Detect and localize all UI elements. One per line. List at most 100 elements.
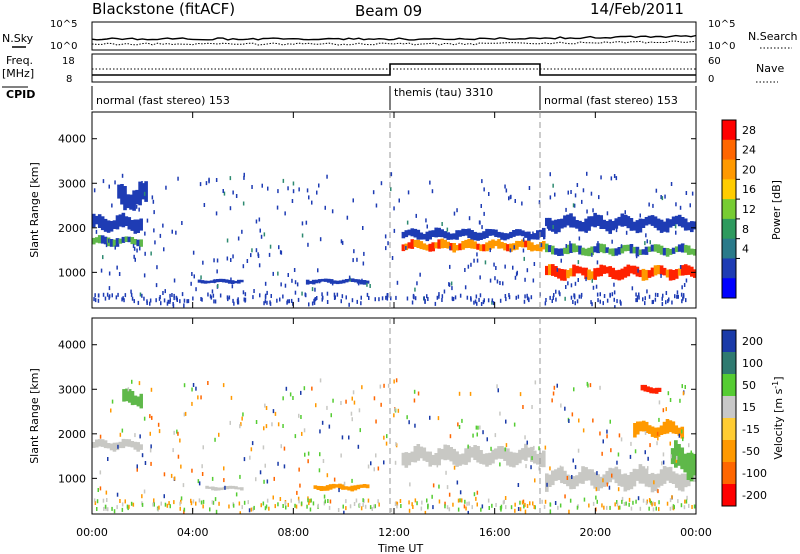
- data-band-cell: [92, 442, 96, 448]
- data-band-cell: [234, 486, 238, 490]
- scatter-pixel: [479, 425, 481, 430]
- data-band-cell: [629, 472, 634, 490]
- data-band-cell: [470, 230, 474, 240]
- ground-pixel: [209, 507, 211, 512]
- scatter-pixel: [348, 435, 350, 440]
- ground-pixel: [356, 299, 358, 304]
- scatter-pixel: [599, 385, 601, 390]
- data-band-cell: [605, 221, 610, 232]
- data-band-cell: [461, 228, 465, 237]
- ground-pixel: [266, 498, 269, 503]
- scatter-pixel: [180, 464, 182, 469]
- scatter-pixel: [656, 441, 658, 446]
- scatter-pixel: [116, 492, 119, 497]
- scatter-pixel: [213, 279, 216, 284]
- ground-pixel: [523, 504, 525, 509]
- scatter-pixel: [489, 454, 492, 459]
- ground-pixel: [169, 299, 171, 304]
- scatter-pixel: [183, 303, 185, 308]
- scatter-pixel: [152, 199, 155, 204]
- ground-pixel: [141, 502, 144, 507]
- ground-pixel: [503, 499, 505, 504]
- ground-pixel: [642, 498, 645, 503]
- scatter-pixel: [629, 454, 632, 459]
- scatter-pixel: [686, 495, 688, 500]
- scatter-pixel: [495, 266, 497, 270]
- scatter-pixel: [193, 274, 195, 279]
- y-tick-label: 1000: [58, 266, 86, 279]
- scatter-pixel: [144, 251, 146, 256]
- scatter-pixel: [390, 296, 392, 301]
- scatter-pixel: [393, 228, 396, 233]
- scatter-pixel: [577, 278, 579, 282]
- data-band-cell: [211, 486, 215, 491]
- scatter-pixel: [515, 295, 517, 300]
- data-band-cell: [129, 194, 133, 210]
- scatter-pixel: [290, 298, 293, 303]
- data-band-cell: [95, 439, 99, 448]
- ground-pixel: [599, 299, 601, 304]
- y-tick-label: 1000: [58, 472, 86, 485]
- scatter-pixel: [158, 429, 161, 434]
- scatter-pixel: [304, 452, 306, 457]
- scatter-pixel: [298, 187, 300, 192]
- data-band-cell: [518, 241, 522, 247]
- data-band-cell: [671, 270, 676, 281]
- data-band-cell: [446, 232, 450, 240]
- scatter-pixel: [483, 187, 485, 192]
- scatter-pixel: [596, 471, 598, 476]
- ground-pixel: [371, 507, 373, 511]
- ground-pixel: [295, 504, 298, 509]
- scatter-pixel: [526, 268, 529, 273]
- data-band-cell: [578, 245, 582, 255]
- data-band-cell: [500, 241, 504, 249]
- scatter-pixel: [326, 405, 328, 410]
- scatter-pixel: [599, 431, 601, 436]
- scatter-pixel: [223, 466, 225, 471]
- scatter-pixel: [684, 223, 687, 228]
- ground-pixel: [130, 501, 133, 506]
- freq-tick-low: 8: [66, 74, 72, 85]
- scatter-pixel: [363, 251, 365, 256]
- data-band-cell: [608, 219, 613, 234]
- ground-pixel: [209, 294, 212, 299]
- scatter-pixel: [357, 444, 360, 449]
- scatter-pixel: [554, 192, 556, 197]
- scatter-pixel: [649, 240, 651, 245]
- ground-pixel: [616, 502, 619, 507]
- ground-pixel: [284, 501, 287, 506]
- scatter-pixel: [273, 476, 275, 481]
- scatter-pixel: [326, 291, 329, 296]
- power-colorbar-tick: 28: [742, 124, 756, 137]
- data-band-cell: [97, 214, 102, 228]
- velocity-colorbar-tick: 200: [742, 335, 763, 348]
- scatter-pixel: [602, 478, 604, 483]
- scatter-pixel: [438, 484, 440, 489]
- data-band-cell: [620, 213, 625, 227]
- scatter-pixel: [467, 444, 469, 449]
- ground-pixel: [470, 297, 472, 302]
- ground-pixel: [105, 506, 107, 511]
- ground-pixel: [265, 504, 268, 509]
- data-band-cell: [500, 232, 504, 240]
- data-band-cell: [563, 215, 567, 228]
- data-band-cell: [422, 243, 427, 250]
- data-band-cell: [494, 448, 498, 460]
- ground-pixel: [306, 504, 308, 509]
- data-band-cell: [524, 231, 528, 238]
- data-band-cell: [440, 238, 444, 249]
- velocity-colorbar-swatch: [722, 330, 736, 353]
- scatter-pixel: [480, 204, 482, 208]
- scatter-pixel: [296, 490, 298, 495]
- data-band-cell: [497, 231, 501, 238]
- scatter-pixel: [467, 510, 469, 514]
- scatter-pixel: [102, 255, 104, 260]
- scatter-pixel: [546, 224, 549, 229]
- scatter-pixel: [260, 234, 263, 239]
- x-tick-label: 20:00: [579, 526, 611, 539]
- scatter-pixel: [95, 229, 98, 234]
- data-band-cell: [473, 241, 477, 249]
- scatter-pixel: [107, 238, 110, 243]
- scatter-pixel: [549, 172, 551, 177]
- data-band-cell: [476, 232, 480, 241]
